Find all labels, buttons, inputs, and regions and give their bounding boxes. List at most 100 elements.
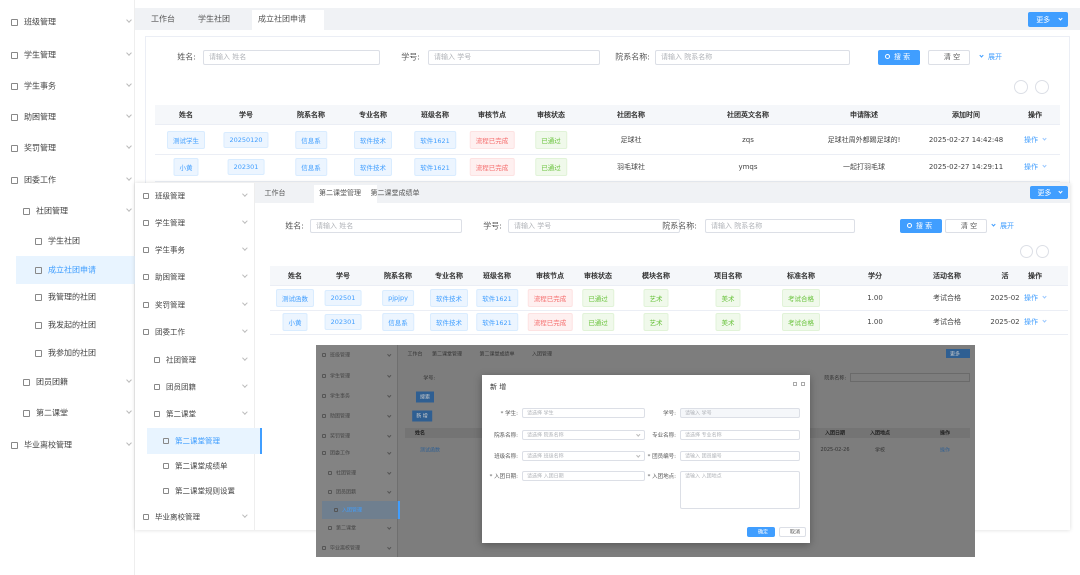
- menu-item[interactable]: 班级管理: [330, 352, 351, 359]
- tab[interactable]: 工作台: [264, 189, 286, 197]
- menu-icon: [11, 51, 18, 59]
- tool-button[interactable]: [1036, 245, 1049, 258]
- tool-button[interactable]: [1014, 80, 1028, 94]
- tab[interactable]: 成立社团申请: [258, 14, 306, 24]
- menu-item[interactable]: 毕业离校管理: [155, 512, 200, 522]
- menu-item[interactable]: 助困管理: [330, 413, 351, 420]
- table-tag: 软件技术: [430, 289, 468, 307]
- menu-item[interactable]: 团委工作: [24, 175, 56, 185]
- menu-item[interactable]: 第二课堂管理: [175, 436, 220, 446]
- field-input[interactable]: [680, 430, 800, 440]
- clear-button[interactable]: [928, 49, 970, 65]
- field-input[interactable]: [522, 408, 645, 418]
- field-input[interactable]: [522, 471, 645, 481]
- field-input[interactable]: [680, 408, 800, 418]
- table-header: 姓名: [414, 430, 426, 437]
- menu-item[interactable]: 成立社团申请: [48, 265, 96, 275]
- menu-item[interactable]: 第二课堂规则设置: [175, 486, 235, 496]
- menu-item[interactable]: 团员团籍: [336, 489, 357, 496]
- menu-item[interactable]: 毕业离校管理: [24, 440, 72, 450]
- more-button[interactable]: [946, 349, 970, 358]
- menu-item[interactable]: 学生管理: [24, 50, 56, 60]
- menu-icon: [142, 513, 150, 521]
- confirm-button[interactable]: [747, 527, 775, 537]
- menu-item[interactable]: 我参加的社团: [48, 348, 96, 358]
- menu-item[interactable]: 第二课堂: [36, 408, 68, 418]
- search-input[interactable]: [310, 219, 462, 233]
- menu-item[interactable]: 奖罚管理: [155, 300, 185, 310]
- search-placeholder: 请输入 姓名: [209, 53, 247, 61]
- expand-link[interactable]: 展开: [988, 53, 1002, 61]
- field-input[interactable]: [680, 451, 800, 461]
- menu-item[interactable]: 团员团籍: [36, 377, 68, 387]
- tab[interactable]: 第二课堂管理: [319, 189, 361, 197]
- table-tag: 考试合格: [782, 289, 820, 307]
- menu-item[interactable]: 学生事务: [24, 81, 56, 91]
- search-input[interactable]: [508, 219, 680, 233]
- menu-item[interactable]: 学生管理: [330, 373, 351, 380]
- table-tag: 信息系: [295, 158, 327, 176]
- search-button[interactable]: [900, 219, 942, 233]
- cancel-button[interactable]: [779, 527, 806, 537]
- more-button[interactable]: [1028, 12, 1068, 27]
- field-input[interactable]: [680, 471, 800, 509]
- tab[interactable]: 学生社团: [198, 14, 230, 24]
- menu-item[interactable]: 社团管理: [336, 470, 357, 477]
- row-action[interactable]: 操作: [1024, 163, 1038, 171]
- field-input[interactable]: [522, 430, 645, 440]
- menu-item[interactable]: 助困管理: [24, 112, 56, 122]
- menu-item[interactable]: 我管理的社团: [48, 292, 96, 302]
- search-input[interactable]: [203, 49, 380, 65]
- menu-item[interactable]: 社团管理: [36, 206, 68, 216]
- row-action[interactable]: 操作: [1024, 136, 1038, 144]
- menu-item[interactable]: 学生管理: [155, 218, 185, 228]
- menu-item[interactable]: 奖罚管理: [24, 143, 56, 153]
- menu-item[interactable]: 奖罚管理: [330, 433, 351, 440]
- tab[interactable]: 工作台: [151, 14, 175, 24]
- menu-item[interactable]: 社团管理: [166, 355, 196, 365]
- search-input[interactable]: [655, 49, 850, 65]
- field-input[interactable]: [522, 451, 645, 461]
- table-tag: 信息系: [382, 313, 414, 331]
- menu-icon: [321, 545, 327, 551]
- row-action[interactable]: 操作: [1024, 318, 1038, 326]
- more-button[interactable]: [1030, 186, 1068, 199]
- table-cell: 1.00: [867, 294, 883, 302]
- search-input[interactable]: [705, 219, 855, 233]
- table-header: 审核节点: [536, 272, 564, 280]
- field-label: 班级名称:: [494, 454, 518, 460]
- menu-icon: [142, 301, 150, 309]
- menu-item[interactable]: 班级管理: [24, 17, 56, 27]
- expand-link[interactable]: 展开: [1000, 222, 1014, 230]
- menu-item[interactable]: 我发起的社团: [48, 320, 96, 330]
- menu-item[interactable]: 团委工作: [330, 450, 351, 457]
- tab[interactable]: 第二课堂成绩单: [370, 189, 420, 197]
- row-action[interactable]: 操作: [1024, 294, 1038, 302]
- menu-item[interactable]: 助困管理: [155, 272, 185, 282]
- add-button[interactable]: 新 增: [412, 410, 432, 422]
- menu-item[interactable]: 学生事务: [155, 245, 185, 255]
- menu-item[interactable]: 第二课堂成绩单: [175, 461, 228, 471]
- table-row-line: [270, 334, 1068, 335]
- menu-icon: [23, 409, 30, 417]
- table-cell: 操作: [939, 447, 951, 454]
- tool-button[interactable]: [1020, 245, 1033, 258]
- menu-item[interactable]: 入团管理: [342, 507, 363, 514]
- menu-item[interactable]: 团员团籍: [166, 382, 196, 392]
- search-button[interactable]: 搜索: [415, 391, 435, 403]
- menu-item[interactable]: 第二课堂: [336, 525, 357, 532]
- menu-item[interactable]: 学生事务: [330, 393, 351, 400]
- menu-item[interactable]: 团委工作: [155, 327, 185, 337]
- clear-button[interactable]: [945, 219, 987, 233]
- menu-item[interactable]: 学生社团: [48, 236, 80, 246]
- search-input[interactable]: [428, 49, 600, 65]
- dialog-control[interactable]: [793, 382, 797, 386]
- search-button[interactable]: [878, 49, 920, 65]
- table-header: 专业名称: [435, 272, 463, 280]
- dialog-control[interactable]: [801, 382, 805, 386]
- tool-button[interactable]: [1035, 80, 1049, 94]
- menu-item[interactable]: 第二课堂: [166, 409, 196, 419]
- menu-item[interactable]: 毕业离校管理: [330, 545, 361, 552]
- menu-item[interactable]: 班级管理: [155, 191, 185, 201]
- table-tag: 小黄: [282, 313, 308, 331]
